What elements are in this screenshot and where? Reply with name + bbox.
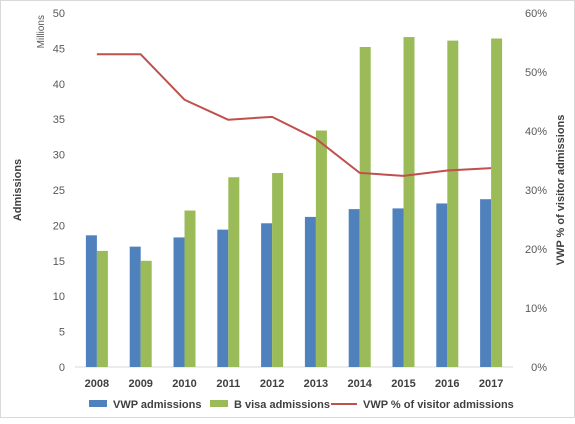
line-series	[96, 53, 492, 177]
y-tick-label: 25	[53, 185, 65, 197]
y-tick-label: 45	[53, 43, 65, 55]
bars	[85, 37, 503, 368]
y2-tick-label: 10%	[525, 303, 547, 315]
bar-vwp-2008	[85, 235, 97, 367]
y2-tick-label: 40%	[525, 126, 547, 138]
x-axis-ticks: 2008 2009 2010 2011 2012 2013 2014 2015 2016 2017	[85, 378, 504, 390]
y-tick-label: 50	[53, 8, 65, 20]
y-tick-label: 40	[53, 79, 65, 91]
legend-b-visa-admissions-label: B visa admissions	[234, 399, 330, 411]
bar-b-visa-2008	[96, 250, 108, 367]
legend-b-visa-admissions: B visa admissions	[210, 399, 330, 411]
x-tick-label: 2017	[479, 378, 503, 390]
bar-vwp-2015	[392, 208, 404, 367]
bar-vwp-2012	[261, 223, 273, 367]
y-axis-title: Admissions	[12, 159, 24, 221]
legend-vwp-percent-label: VWP % of visitor admissions	[363, 399, 514, 411]
y2-tick-label: 0%	[531, 362, 547, 374]
y2-tick-label: 30%	[525, 185, 547, 197]
y-tick-label: 10	[53, 291, 65, 303]
bar-vwp-2014	[348, 209, 360, 367]
y2-axis-ticks: 0% 10% 20% 30% 40% 50% 60%	[525, 8, 547, 374]
legend-b-visa-admissions-swatch	[210, 400, 228, 407]
bar-vwp-2011	[217, 229, 229, 367]
y-tick-label: 20	[53, 220, 65, 232]
bar-vwp-2010	[173, 237, 185, 367]
y2-axis-title: VWP % of visitor admissions	[555, 115, 567, 266]
bar-vwp-2016	[436, 203, 448, 367]
bar-b-visa-2016	[447, 40, 459, 367]
line-vwp-percent	[96, 53, 492, 177]
legend-vwp-admissions-label: VWP admissions	[113, 399, 201, 411]
bar-b-visa-2009	[140, 260, 152, 367]
y2-tick-label: 20%	[525, 244, 547, 256]
x-tick-label: 2013	[304, 378, 328, 390]
legend-vwp-percent: VWP % of visitor admissions	[331, 399, 514, 411]
bar-b-visa-2011	[228, 177, 240, 367]
x-tick-label: 2012	[260, 378, 284, 390]
y2-tick-label: 60%	[525, 8, 547, 20]
bar-b-visa-2015	[403, 37, 415, 368]
y-tick-label: 30	[53, 150, 65, 162]
legend-vwp-admissions-swatch	[89, 400, 107, 407]
bar-b-visa-2017	[491, 38, 503, 367]
y-tick-label: 15	[53, 256, 65, 268]
legend-vwp-admissions: VWP admissions	[89, 399, 201, 411]
y-tick-label: 0	[59, 362, 65, 374]
bar-b-visa-2012	[272, 173, 284, 367]
bar-b-visa-2014	[359, 46, 371, 367]
x-tick-label: 2011	[216, 378, 240, 390]
x-tick-label: 2015	[391, 378, 415, 390]
bar-vwp-2013	[304, 216, 316, 367]
x-tick-label: 2014	[347, 378, 372, 390]
y-axis-units: Millions	[36, 15, 47, 48]
y-tick-label: 5	[59, 327, 65, 339]
bar-b-visa-2013	[315, 130, 327, 367]
x-tick-label: 2008	[85, 378, 109, 390]
y-axis-ticks: 0 5 10 15 20 25 30 35 40 45 50	[53, 8, 65, 374]
bar-b-visa-2010	[184, 210, 196, 367]
y2-tick-label: 50%	[525, 67, 547, 79]
x-tick-label: 2010	[172, 378, 196, 390]
legend: VWP admissions B visa admissions VWP % of …	[89, 399, 514, 411]
bar-vwp-2017	[480, 199, 492, 367]
bar-vwp-2009	[129, 246, 141, 367]
x-tick-label: 2009	[128, 378, 152, 390]
x-tick-label: 2016	[435, 378, 459, 390]
y-tick-label: 35	[53, 114, 65, 126]
